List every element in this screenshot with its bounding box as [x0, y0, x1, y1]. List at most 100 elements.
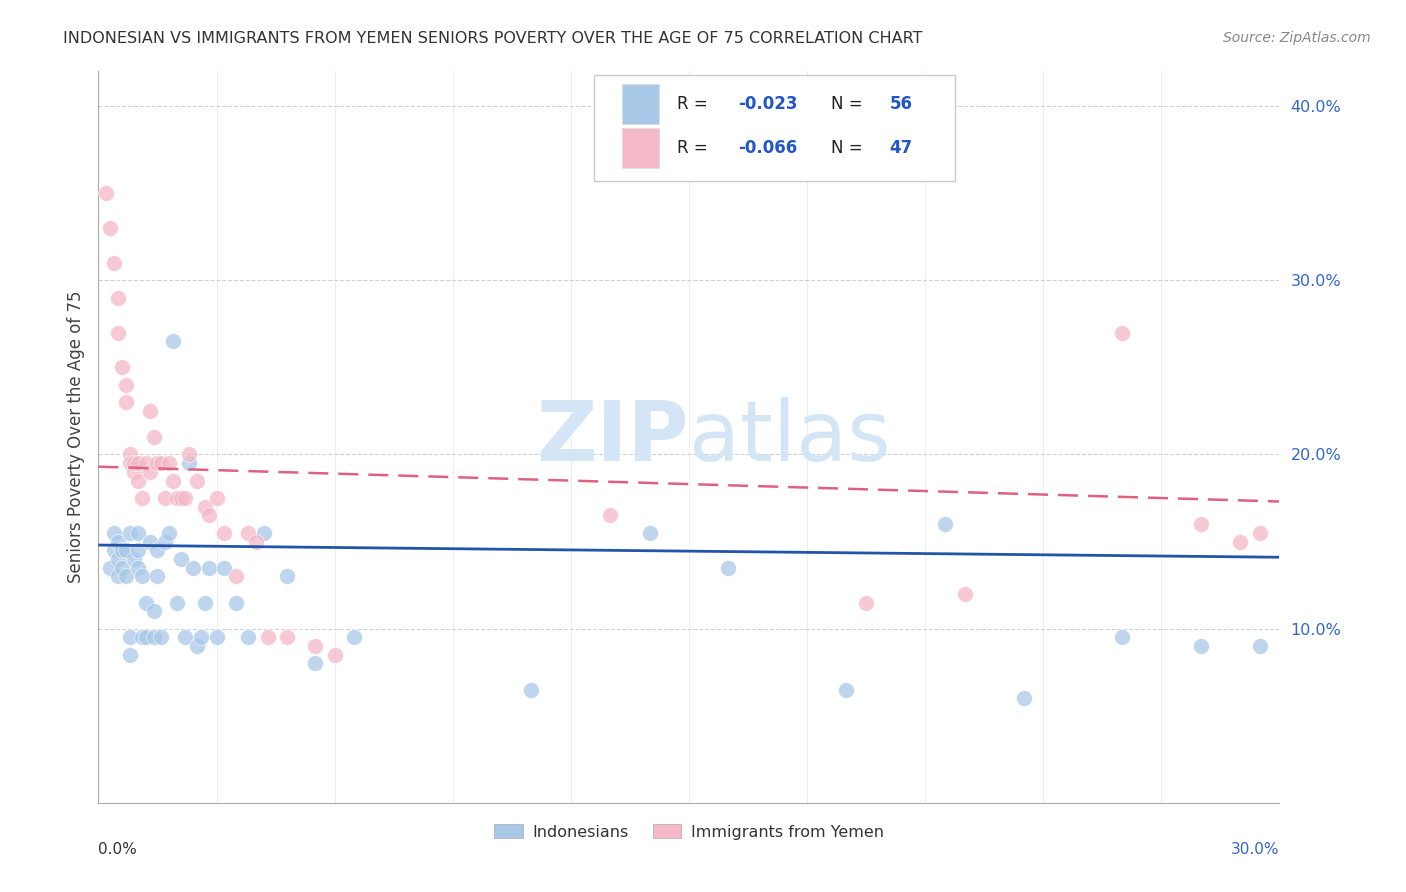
Point — [174, 491, 197, 505]
Point — [122, 552, 145, 566]
Point — [245, 534, 267, 549]
Point — [1012, 691, 1035, 706]
Point — [111, 543, 134, 558]
Point — [122, 456, 145, 470]
Text: N =: N = — [831, 139, 868, 157]
Point — [177, 456, 200, 470]
Point — [115, 377, 138, 392]
Bar — [621, 128, 659, 169]
Point — [127, 474, 149, 488]
Text: N =: N = — [831, 95, 868, 113]
Point — [98, 560, 121, 574]
Point — [170, 552, 193, 566]
Point — [186, 639, 208, 653]
Point — [166, 491, 188, 505]
Point — [131, 569, 153, 583]
Point — [155, 491, 177, 505]
Point — [150, 631, 173, 645]
Point — [304, 657, 326, 671]
Point — [177, 448, 200, 462]
Point — [118, 448, 141, 462]
Point — [276, 569, 298, 583]
Point — [197, 560, 219, 574]
Point — [142, 430, 165, 444]
Point — [170, 491, 193, 505]
Legend: Indonesians, Immigrants from Yemen: Indonesians, Immigrants from Yemen — [488, 818, 890, 846]
Point — [98, 221, 121, 235]
Point — [118, 648, 141, 662]
Point — [150, 456, 173, 470]
Point — [146, 569, 169, 583]
Point — [194, 500, 217, 514]
Point — [131, 491, 153, 505]
Point — [236, 525, 259, 540]
Point — [96, 186, 118, 201]
Point — [181, 560, 204, 574]
Point — [1229, 534, 1251, 549]
Point — [146, 543, 169, 558]
Text: INDONESIAN VS IMMIGRANTS FROM YEMEN SENIORS POVERTY OVER THE AGE OF 75 CORRELATI: INDONESIAN VS IMMIGRANTS FROM YEMEN SENI… — [63, 31, 922, 46]
Text: ZIP: ZIP — [537, 397, 689, 477]
Point — [599, 508, 621, 523]
Point — [103, 543, 125, 558]
Point — [107, 291, 129, 305]
Point — [107, 534, 129, 549]
FancyBboxPatch shape — [595, 75, 955, 181]
Point — [138, 465, 160, 479]
Point — [186, 474, 208, 488]
Point — [118, 456, 141, 470]
Text: R =: R = — [678, 139, 713, 157]
Point — [205, 631, 228, 645]
Point — [118, 631, 141, 645]
Point — [115, 395, 138, 409]
Point — [214, 525, 236, 540]
Point — [155, 534, 177, 549]
Point — [138, 534, 160, 549]
Point — [205, 491, 228, 505]
Point — [135, 456, 157, 470]
Point — [135, 595, 157, 609]
Point — [107, 326, 129, 340]
Point — [638, 525, 661, 540]
Point — [1249, 639, 1271, 653]
Point — [142, 631, 165, 645]
Point — [107, 552, 129, 566]
Text: atlas: atlas — [689, 397, 890, 477]
Point — [103, 256, 125, 270]
Text: R =: R = — [678, 95, 713, 113]
Text: -0.066: -0.066 — [738, 139, 797, 157]
Point — [225, 569, 247, 583]
Text: 56: 56 — [890, 95, 912, 113]
Point — [142, 604, 165, 618]
Point — [162, 474, 184, 488]
Point — [162, 334, 184, 349]
Point — [111, 560, 134, 574]
Point — [225, 595, 247, 609]
Point — [127, 525, 149, 540]
Point — [1189, 639, 1212, 653]
Point — [953, 587, 976, 601]
Point — [256, 631, 278, 645]
Point — [304, 639, 326, 653]
Point — [157, 525, 180, 540]
Point — [214, 560, 236, 574]
Point — [115, 569, 138, 583]
Point — [323, 648, 346, 662]
Point — [1249, 525, 1271, 540]
Point — [138, 404, 160, 418]
Point — [127, 543, 149, 558]
Point — [717, 560, 740, 574]
Y-axis label: Seniors Poverty Over the Age of 75: Seniors Poverty Over the Age of 75 — [66, 291, 84, 583]
Point — [115, 543, 138, 558]
Text: Source: ZipAtlas.com: Source: ZipAtlas.com — [1223, 31, 1371, 45]
Text: 47: 47 — [890, 139, 912, 157]
Point — [276, 631, 298, 645]
Text: 0.0%: 0.0% — [98, 842, 138, 856]
Point — [1111, 326, 1133, 340]
Point — [934, 517, 956, 532]
Point — [146, 456, 169, 470]
Text: -0.023: -0.023 — [738, 95, 799, 113]
Bar — [621, 84, 659, 124]
Point — [122, 465, 145, 479]
Point — [236, 631, 259, 645]
